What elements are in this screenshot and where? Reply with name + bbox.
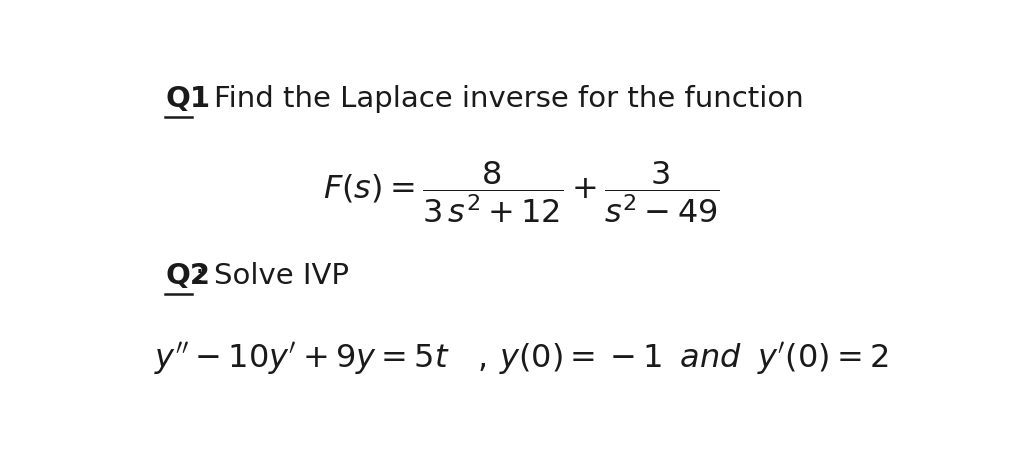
Text: $y'' - 10y' + 9y = 5t \quad ,\, y(0) = -1 \;\; and \;\; y'(0) = 2$: $y'' - 10y' + 9y = 5t \quad ,\, y(0) = -… [155,341,889,377]
Text: : Find the Laplace inverse for the function: : Find the Laplace inverse for the funct… [195,85,804,113]
Text: Q1: Q1 [165,85,211,113]
Text: $F(s) = \dfrac{8}{3\,s^2 + 12} + \dfrac{3}{s^2 - 49}$: $F(s) = \dfrac{8}{3\,s^2 + 12} + \dfrac{… [324,160,720,225]
Text: Q2: Q2 [165,262,210,290]
Text: : Solve IVP: : Solve IVP [195,262,349,290]
